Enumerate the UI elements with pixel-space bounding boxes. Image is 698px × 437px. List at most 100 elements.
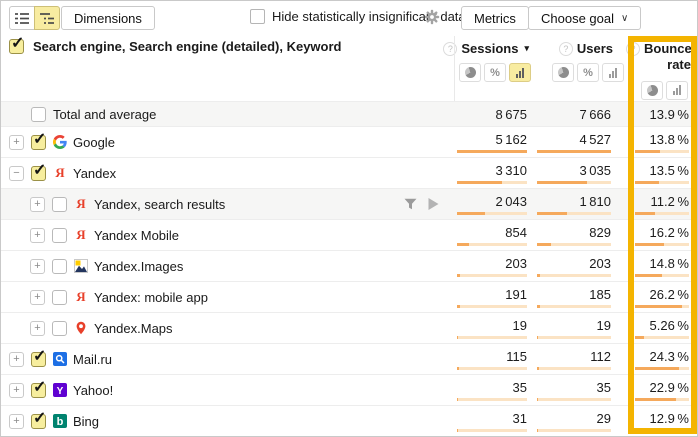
bounce-rate-cell: 22.9 %	[613, 375, 697, 405]
bounce-rate-column-header: ? Bounce rate	[615, 39, 697, 100]
table-row[interactable]: + Я Yandex, search results 2 043 1 810 1…	[1, 188, 697, 219]
row-checkbox[interactable]	[52, 196, 67, 212]
row-checkbox[interactable]	[52, 320, 67, 336]
table-row[interactable]: + Yandex.Images 203 203 14.8 %	[1, 250, 697, 281]
expand-button[interactable]: +	[9, 351, 24, 367]
metrics-button[interactable]: Metrics	[461, 6, 529, 30]
table-row[interactable]: − Я Yandex 3 310 3 035 13.5 %	[1, 157, 697, 188]
percent-view-toggle[interactable]: %	[484, 63, 506, 82]
row-checkbox[interactable]	[31, 129, 46, 150]
table-row[interactable]: + b Bing 31 29 12.9 %	[1, 405, 697, 436]
row-checkbox[interactable]	[31, 408, 46, 429]
select-all-checkbox[interactable]	[9, 33, 24, 54]
expand-button[interactable]: +	[9, 134, 24, 150]
row-checkbox[interactable]	[31, 160, 46, 181]
filter-icon[interactable]	[404, 198, 417, 210]
pie-view-toggle[interactable]	[552, 63, 574, 82]
help-icon[interactable]: ?	[443, 42, 458, 56]
sessions-cell: 31	[453, 406, 529, 436]
tree-list-icon	[39, 12, 54, 24]
bar-chart-icon	[673, 85, 681, 95]
expand-button[interactable]: +	[30, 320, 45, 336]
row-checkbox[interactable]	[52, 227, 67, 243]
metrics-header: ? Sessions ▾ % ? Users % ?	[443, 39, 697, 100]
hide-insignificant-checkbox[interactable]	[250, 9, 265, 24]
help-icon[interactable]: ?	[626, 42, 640, 56]
sort-caret-icon: ▾	[524, 43, 529, 53]
settings-gear-icon[interactable]	[424, 9, 440, 28]
users-value: 7 666	[579, 107, 611, 122]
row-checkbox[interactable]	[52, 289, 67, 305]
users-bar	[537, 367, 611, 370]
table-row[interactable]: + Я Yandex Mobile 854 829 16.2 %	[1, 219, 697, 250]
expand-button[interactable]: +	[9, 382, 24, 398]
dimensions-button[interactable]: Dimensions	[61, 6, 155, 30]
segment-play-icon[interactable]	[428, 198, 439, 210]
table-row[interactable]: + Y Yahoo! 35 35 22.9 %	[1, 374, 697, 405]
yandex-favicon-icon: Я	[76, 196, 86, 211]
table-row[interactable]: + Yandex.Maps 19 19 5.26 %	[1, 312, 697, 343]
yandex-favicon-icon: Я	[55, 165, 65, 180]
table-row[interactable]: Total and average 8 675 7 666 13.9 %	[1, 101, 697, 126]
sessions-value: 35	[512, 380, 527, 395]
choose-goal-button[interactable]: Choose goal ∨	[528, 6, 642, 30]
users-view-toggles: %	[552, 63, 627, 82]
view-mode-switcher	[9, 6, 60, 30]
row-label: Yahoo!	[73, 382, 114, 398]
sessions-cell: 3 310	[453, 158, 529, 188]
sessions-sort-header[interactable]: ? Sessions ▾	[443, 41, 529, 56]
expand-button[interactable]: +	[30, 289, 45, 305]
expand-button[interactable]: +	[30, 196, 45, 212]
flat-list-icon	[14, 12, 29, 24]
dimension-cell: + Yandex.Maps	[1, 313, 453, 343]
users-sort-header[interactable]: ? Users	[558, 41, 613, 56]
table-row[interactable]: + Google 5 162 4 527 13.8 %	[1, 126, 697, 157]
bar-view-toggle[interactable]	[602, 63, 624, 82]
bounce-rate-cell: 14.8 %	[613, 251, 697, 281]
sessions-cell: 854	[453, 220, 529, 250]
users-value: 829	[589, 225, 611, 240]
bar-view-toggle[interactable]	[666, 80, 688, 100]
google-favicon-icon	[53, 135, 67, 149]
sessions-bar	[457, 274, 527, 277]
expand-button[interactable]: +	[30, 258, 45, 274]
help-icon[interactable]: ?	[558, 42, 573, 56]
pie-view-toggle[interactable]	[641, 80, 663, 100]
pie-chart-icon	[646, 84, 658, 96]
expand-button[interactable]: +	[9, 413, 24, 429]
sessions-value: 31	[512, 411, 527, 426]
row-checkbox[interactable]	[31, 106, 46, 122]
row-label: Google	[73, 134, 115, 150]
bounce-rate-bar	[635, 274, 689, 277]
bounce-rate-value: 11.2 %	[650, 194, 690, 209]
table-row[interactable]: + Я Yandex: mobile app 191 185 26.2 %	[1, 281, 697, 312]
bounce-rate-cell: 12.9 %	[613, 406, 697, 436]
dimension-cell: + Я Yandex: mobile app	[1, 282, 453, 312]
percent-icon: %	[583, 66, 593, 79]
bounce-rate-sort-header[interactable]: ? Bounce rate	[626, 41, 692, 74]
row-label: Mail.ru	[73, 351, 113, 367]
users-bar	[537, 212, 611, 215]
flat-list-view-button[interactable]	[9, 6, 35, 30]
bar-view-toggle[interactable]	[509, 63, 531, 82]
bounce-rate-bar	[635, 150, 689, 153]
bounce-view-toggles	[641, 80, 691, 100]
row-checkbox[interactable]	[31, 377, 46, 398]
users-cell: 4 527	[529, 127, 613, 157]
tree-view-button[interactable]	[34, 6, 60, 30]
collapse-button[interactable]: −	[9, 165, 24, 181]
row-label: Yandex.Images	[94, 258, 184, 274]
users-value: 1 810	[579, 194, 611, 209]
table-row[interactable]: + Mail.ru 115 112 24.3 %	[1, 343, 697, 374]
pie-view-toggle[interactable]	[459, 63, 481, 82]
users-column-label: Users	[576, 41, 613, 56]
sessions-value: 854	[505, 225, 527, 240]
bounce-rate-cell: 13.5 %	[613, 158, 697, 188]
row-label: Yandex	[73, 165, 117, 181]
row-checkbox[interactable]	[52, 258, 67, 274]
users-cell: 203	[529, 251, 613, 281]
percent-view-toggle[interactable]: %	[577, 63, 599, 82]
expand-button[interactable]: +	[30, 227, 45, 243]
row-checkbox[interactable]	[31, 346, 46, 367]
